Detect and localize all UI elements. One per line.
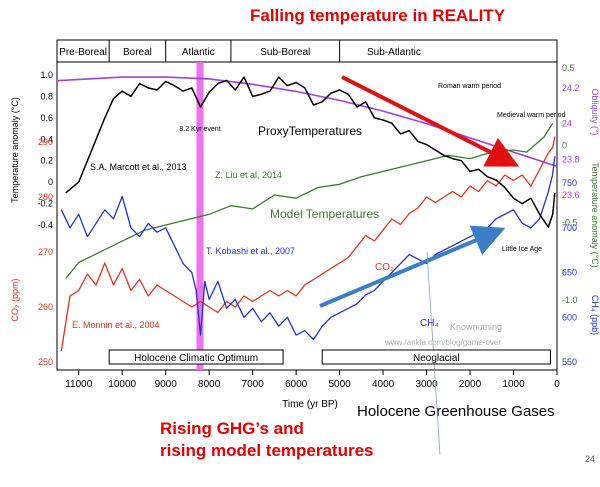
model-label: Model Temperatures <box>270 207 379 221</box>
x-axis-label: Time (yr BP) <box>282 399 338 410</box>
co2-label: CO₂ <box>375 262 394 273</box>
left-co2-tick: 290 <box>38 137 53 147</box>
left-co2-tick: 260 <box>38 302 53 312</box>
x-tick-label: 11000 <box>65 379 93 390</box>
x-tick-label: 3000 <box>415 379 438 390</box>
period-label: Pre-Boreal <box>59 47 107 58</box>
liu-label: Z. Liu et al, 2014 <box>215 170 282 180</box>
proxy-label: ProxyTemperatures <box>258 124 362 138</box>
falling-temperature-callout: Falling temperature in REALITY <box>250 6 506 25</box>
period-label: Atlantic <box>182 47 215 58</box>
right-temp-tick: -1.0 <box>562 295 578 305</box>
watermark-knownuthing: Knownuthing <box>450 322 502 332</box>
right-obliquity-tick: 24.2 <box>562 83 580 93</box>
right-temp-axis-label: Temperature anomaly (°C) <box>590 162 600 268</box>
event-82-label: 8.2 Kyr event <box>179 126 220 133</box>
period-label: Sub-Atlantic <box>367 47 421 58</box>
left-temp-tick: 0.4 <box>40 134 53 144</box>
page-number: 24 <box>585 454 596 464</box>
rising-ghg-callout: Rising GHG’s and rising model temperatur… <box>160 418 374 462</box>
left-temp-tick: 1.0 <box>40 70 53 80</box>
left-temp-tick: 0 <box>48 177 53 187</box>
watermark-url: www.rankia.com/blog/game-over <box>384 338 501 347</box>
period-label: Boreal <box>123 47 152 58</box>
obliquity-curve <box>56 76 558 168</box>
period-band <box>56 39 558 63</box>
right-ch4-tick: 750 <box>562 178 577 188</box>
x-tick-label: 0 <box>554 379 560 390</box>
neoglacial-label: Neoglacial <box>413 353 460 364</box>
right-ch4-tick: 650 <box>562 268 577 278</box>
monnin-label: E. Monnin et al., 2004 <box>72 320 160 330</box>
left-co2-tick: 270 <box>38 247 53 257</box>
left-temp-tick: -0.4 <box>37 220 53 230</box>
holocene-optimum-label: Holocene Climatic Optimum <box>134 353 258 364</box>
ch4-label: CH₄ <box>420 318 439 329</box>
x-tick-label: 7000 <box>242 379 265 390</box>
kobashi-label: T. Kobashi et al., 2007 <box>206 246 295 256</box>
x-tick-label: 8000 <box>198 379 221 390</box>
left-temp-tick: -0.2 <box>37 199 53 209</box>
right-obliquity-tick: 24 <box>562 119 572 129</box>
neoglacial-bar <box>321 349 551 365</box>
right-ch4-tick: 700 <box>562 223 577 233</box>
rising-ghg-line1: Rising GHG’s and <box>160 419 304 438</box>
right-temp-tick: 0 <box>562 140 567 150</box>
proxy-temperature-line <box>65 76 556 228</box>
left-temp-axis-label: Temperature anomaly (°C) <box>10 97 20 203</box>
rising-ghg-line2: rising model temperatures <box>160 441 374 460</box>
left-temp-tick: 0.2 <box>40 156 53 166</box>
right-ch4-tick: 550 <box>562 357 577 367</box>
x-tick-label: 5000 <box>328 379 351 390</box>
x-tick-label: 6000 <box>285 379 308 390</box>
left-co2-tick: 280 <box>38 192 53 202</box>
period-label: Sub-Boreal <box>260 47 310 58</box>
lia-label: Little Ice Age <box>502 246 542 253</box>
holocene-optimum-bar <box>108 349 284 365</box>
x-tick-label: 10000 <box>108 379 136 390</box>
x-tick-label: 9000 <box>155 379 178 390</box>
left-co2-tick: 250 <box>38 357 53 367</box>
right-temp-tick: 0.5 <box>562 63 575 73</box>
ch4-line <box>60 156 556 341</box>
marcott-label: S.A. Marcott et al., 2013 <box>90 162 187 172</box>
right-obliquity-tick: 23.6 <box>562 190 580 200</box>
x-tick-label: 4000 <box>372 379 395 390</box>
co2-line <box>60 136 556 352</box>
right-ch4-axis-label: CH₄ (ppb) <box>590 295 600 335</box>
left-temp-tick: 0.6 <box>40 113 53 123</box>
left-co2-axis-label: CO₂ (ppm) <box>10 279 20 322</box>
blue-trend-arrow <box>319 225 506 308</box>
right-ch4-tick: 600 <box>562 312 577 322</box>
right-obliquity-axis-label: Obliquity (°) <box>590 88 600 135</box>
medieval-label: Medieval warm period <box>497 112 566 119</box>
chart-title: Holocene Greenhouse Gases <box>357 403 555 420</box>
roman-label: Roman warm period <box>438 83 501 90</box>
red-trend-arrow <box>341 75 520 167</box>
right-temp-tick: -0.5 <box>562 218 578 228</box>
x-tick-label: 2000 <box>459 379 482 390</box>
right-obliquity-tick: 23.8 <box>562 154 580 164</box>
left-temp-tick: 0.8 <box>40 91 53 101</box>
x-tick-label: 1000 <box>502 379 525 390</box>
